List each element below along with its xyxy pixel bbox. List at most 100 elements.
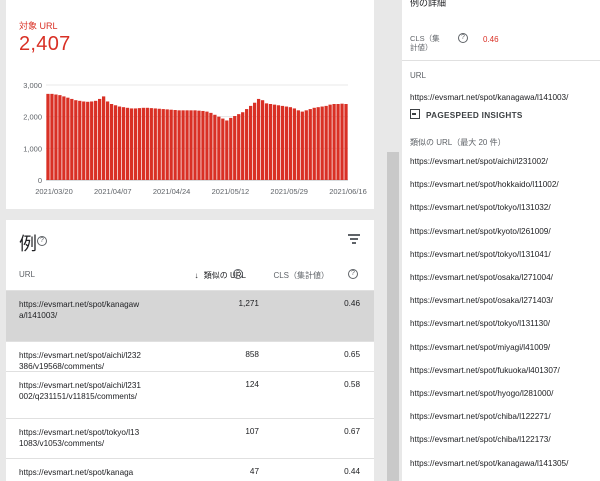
chart-bar[interactable] bbox=[296, 110, 300, 180]
table-row[interactable]: https://evsmart.net/spot/kanaga 47 0.44 bbox=[6, 458, 374, 481]
chart-bar[interactable] bbox=[157, 108, 161, 180]
chart-bar[interactable] bbox=[74, 100, 78, 180]
similar-url-item[interactable]: https://evsmart.net/spot/chiba/l122271/ bbox=[410, 412, 551, 422]
pagespeed-insights-link[interactable]: PAGESPEED INSIGHTS bbox=[410, 109, 523, 120]
chart-bar[interactable] bbox=[141, 107, 145, 180]
chart-bar[interactable] bbox=[169, 109, 173, 180]
chart-bar[interactable] bbox=[229, 117, 233, 180]
chart-bar[interactable] bbox=[241, 112, 245, 180]
chart-bar[interactable] bbox=[245, 109, 249, 180]
chart-bar[interactable] bbox=[133, 108, 138, 180]
chart-bar[interactable] bbox=[336, 104, 340, 180]
chart-bar[interactable] bbox=[272, 104, 277, 180]
chart-bar[interactable] bbox=[125, 107, 130, 180]
chart-bar[interactable] bbox=[213, 114, 217, 180]
chart-bar[interactable] bbox=[86, 101, 90, 180]
chart-bar[interactable] bbox=[344, 104, 348, 180]
similar-url-item[interactable]: https://evsmart.net/spot/tokyo/l131032/ bbox=[410, 203, 551, 213]
chart-bar[interactable] bbox=[221, 118, 225, 180]
chart-bar[interactable] bbox=[264, 103, 269, 180]
chart-bar[interactable] bbox=[332, 104, 336, 180]
chart-bar[interactable] bbox=[113, 105, 118, 180]
chart-bar[interactable] bbox=[173, 110, 177, 180]
table-row[interactable]: https://evsmart.net/spot/kanagawa/l14100… bbox=[6, 290, 374, 341]
similar-url-item[interactable]: https://evsmart.net/spot/osaka/l271403/ bbox=[410, 296, 553, 306]
similar-url-item[interactable]: https://evsmart.net/spot/kyoto/l261009/ bbox=[410, 226, 551, 236]
chart-bar[interactable] bbox=[292, 108, 296, 180]
scrollbar[interactable] bbox=[387, 152, 399, 481]
chart-bar[interactable] bbox=[233, 116, 237, 180]
similar-url-item[interactable]: https://evsmart.net/spot/hokkaido/l11002… bbox=[410, 180, 559, 190]
chart-bar[interactable] bbox=[105, 101, 110, 180]
chart-bar[interactable] bbox=[54, 94, 58, 181]
help-icon[interactable]: ? bbox=[37, 236, 47, 246]
chart-bar[interactable] bbox=[340, 103, 344, 180]
column-header-similar-count[interactable]: ↓ 類似の URL bbox=[195, 270, 246, 281]
chart-bar[interactable] bbox=[94, 100, 98, 180]
similar-url-item[interactable]: https://evsmart.net/spot/miyagi/l41009/ bbox=[410, 342, 551, 352]
chart-bar[interactable] bbox=[66, 97, 70, 180]
chart-bar[interactable] bbox=[252, 102, 257, 180]
similar-url-item[interactable]: https://evsmart.net/spot/kanagawa/l14130… bbox=[410, 458, 569, 468]
chart-bar[interactable] bbox=[145, 107, 149, 180]
table-row[interactable]: https://evsmart.net/spot/tokyo/l131083/v… bbox=[6, 418, 374, 458]
chart-bar[interactable] bbox=[300, 111, 304, 180]
chart-bar[interactable] bbox=[328, 104, 332, 180]
chart-bar[interactable] bbox=[181, 110, 185, 180]
chart-bar[interactable] bbox=[129, 108, 134, 180]
chart-bar[interactable] bbox=[237, 114, 241, 180]
chart-bar[interactable] bbox=[82, 101, 86, 180]
chart-bar[interactable] bbox=[149, 108, 153, 180]
help-icon[interactable]: ? bbox=[348, 269, 358, 279]
chart-bar[interactable] bbox=[268, 104, 273, 180]
help-icon[interactable]: ? bbox=[458, 33, 468, 43]
chart-bar[interactable] bbox=[304, 110, 308, 180]
similar-url-item[interactable]: https://evsmart.net/spot/fukuoka/l401307… bbox=[410, 365, 560, 375]
help-icon[interactable]: ? bbox=[233, 269, 243, 279]
chart-bar[interactable] bbox=[193, 110, 197, 180]
chart-bar[interactable] bbox=[284, 106, 289, 180]
similar-url-item[interactable]: https://evsmart.net/spot/aichi/l231002/ bbox=[410, 157, 548, 166]
chart-bar[interactable] bbox=[276, 105, 281, 180]
chart-bar[interactable] bbox=[153, 108, 157, 180]
chart-bar[interactable] bbox=[217, 116, 221, 180]
chart-bar[interactable] bbox=[308, 109, 312, 180]
column-header-cls[interactable]: CLS（集計値） bbox=[273, 271, 329, 280]
chart-bar[interactable] bbox=[185, 110, 189, 180]
chart-bar[interactable] bbox=[201, 110, 205, 180]
chart-bar[interactable] bbox=[121, 107, 126, 180]
chart-bar[interactable] bbox=[101, 96, 106, 180]
similar-url-item[interactable]: https://evsmart.net/spot/chiba/l122173/ bbox=[410, 435, 551, 445]
chart-bar[interactable] bbox=[209, 112, 213, 180]
chart-bar[interactable] bbox=[312, 107, 316, 180]
chart-bar[interactable] bbox=[137, 108, 142, 180]
chart-bar[interactable] bbox=[70, 98, 74, 180]
chart-bar[interactable] bbox=[117, 106, 122, 180]
chart-bar[interactable] bbox=[177, 110, 181, 180]
similar-url-item[interactable]: https://evsmart.net/spot/hyogo/l281000/ bbox=[410, 389, 554, 398]
chart-bar[interactable] bbox=[249, 105, 253, 180]
chart-bar[interactable] bbox=[288, 107, 293, 180]
chart-bar[interactable] bbox=[197, 110, 201, 180]
chart-bar[interactable] bbox=[165, 109, 169, 180]
chart-bar[interactable] bbox=[225, 120, 229, 180]
detail-url[interactable]: https://evsmart.net/spot/kanagawa/l14100… bbox=[410, 93, 569, 102]
chart-bar[interactable] bbox=[161, 109, 165, 180]
chart-bar[interactable] bbox=[205, 111, 209, 180]
similar-url-item[interactable]: https://evsmart.net/spot/tokyo/l131130/ bbox=[410, 319, 551, 329]
chart-bar[interactable] bbox=[46, 93, 50, 180]
table-row[interactable]: https://evsmart.net/spot/aichi/l232386/v… bbox=[6, 341, 374, 371]
chart-bar[interactable] bbox=[316, 107, 320, 180]
chart-bar[interactable] bbox=[109, 104, 114, 180]
chart-bar[interactable] bbox=[50, 93, 54, 180]
chart-bar[interactable] bbox=[62, 96, 66, 180]
chart-bar[interactable] bbox=[98, 98, 102, 180]
chart-bar[interactable] bbox=[256, 98, 261, 180]
chart-bar[interactable] bbox=[280, 105, 285, 180]
table-row[interactable]: https://evsmart.net/spot/aichi/l231002/q… bbox=[6, 371, 374, 418]
similar-url-item[interactable]: https://evsmart.net/spot/osaka/l271004/ bbox=[410, 273, 553, 282]
similar-url-item[interactable]: https://evsmart.net/spot/tokyo/l131041/ bbox=[410, 249, 551, 259]
filter-icon[interactable] bbox=[348, 234, 360, 244]
chart-bar[interactable] bbox=[78, 100, 82, 180]
chart-bar[interactable] bbox=[58, 95, 62, 180]
